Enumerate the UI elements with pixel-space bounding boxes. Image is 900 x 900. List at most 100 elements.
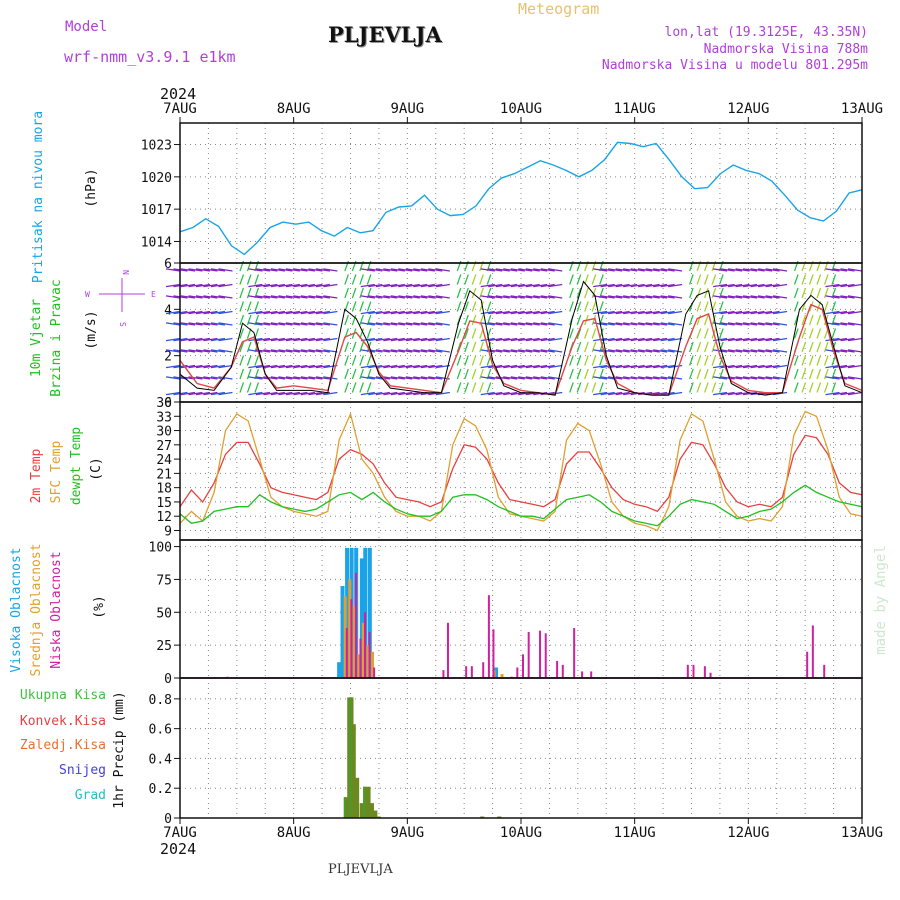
- y-tick-label: 27: [156, 439, 172, 454]
- wind-arrow: [351, 382, 357, 393]
- wind-arrow: [405, 310, 420, 315]
- wind-arrow: [315, 295, 330, 299]
- wind-arrow: [518, 349, 533, 353]
- wind-arrow: [719, 274, 724, 285]
- wind-arrow: [308, 337, 323, 342]
- wind-arrow: [689, 341, 694, 353]
- cloud-mid-bar: [352, 605, 356, 678]
- wind-arrow: [711, 287, 717, 299]
- precip-total-bar: [359, 803, 364, 818]
- wind-arrow: [808, 301, 814, 312]
- wind-arrow: [696, 301, 702, 312]
- wind-arrow: [847, 337, 863, 342]
- wind-arrow: [278, 322, 293, 326]
- wind-arrow: [293, 376, 308, 380]
- wind-arrow: [593, 268, 608, 272]
- wind-arrow: [801, 368, 807, 380]
- wind-arrow: [638, 268, 653, 272]
- wind-arrow: [704, 301, 709, 312]
- wind-arrow: [246, 355, 252, 366]
- wind-arrow: [831, 287, 837, 299]
- wind-arrow: [413, 337, 428, 342]
- wind-arrow: [735, 376, 750, 380]
- wind-arrow: [576, 355, 582, 366]
- wind-arrow: [255, 310, 271, 315]
- wind-arrow: [704, 314, 709, 326]
- y-tick-label: 1023: [141, 139, 172, 154]
- y-tick-label: 1020: [141, 171, 172, 186]
- wind-arrow: [615, 376, 630, 380]
- wind-arrow: [808, 355, 814, 366]
- wind-arrow: [591, 274, 597, 285]
- wind-arrow: [359, 274, 364, 285]
- wind-arrow: [510, 283, 525, 288]
- wind-arrow: [464, 341, 469, 353]
- wind-arrow: [727, 337, 743, 342]
- wind-arrow: [615, 337, 630, 342]
- wind-arrow: [293, 337, 308, 342]
- wind-arrow: [315, 364, 330, 369]
- wind-arrow: [696, 382, 702, 393]
- wind-arrow: [218, 268, 233, 272]
- wind-arrow: [413, 283, 428, 288]
- wind-arrow: [831, 274, 837, 285]
- wind-arrow: [323, 283, 338, 288]
- wind-arrow: [576, 382, 582, 393]
- wind-arrow: [456, 314, 462, 326]
- y-tick-label: 15: [156, 496, 172, 511]
- wind-arrow: [742, 268, 758, 272]
- wind-arrow: [638, 322, 653, 326]
- wind-arrow: [623, 295, 638, 299]
- wind-title-2: Brzina i Pravac: [49, 279, 64, 396]
- wind-arrow: [518, 322, 533, 326]
- wind-arrow: [368, 268, 383, 272]
- wind-arrow: [254, 274, 260, 285]
- wind-arrow: [719, 301, 724, 312]
- wind-arrow: [278, 337, 293, 342]
- pressure-title: Pritisak na nivou mora: [31, 111, 46, 283]
- wind-arrow: [390, 268, 405, 272]
- wind-arrow: [823, 382, 829, 393]
- wind-arrow: [599, 301, 604, 312]
- wind-arrow: [630, 268, 645, 272]
- wind-arrow: [808, 341, 814, 353]
- cloud-low-bar: [806, 651, 809, 678]
- wind-arrow: [847, 376, 863, 380]
- wind-arrow: [248, 391, 263, 396]
- wind-arrow: [576, 368, 582, 380]
- wind-arrow: [203, 337, 218, 342]
- cloud-low-bar: [354, 572, 357, 678]
- wind-arrow: [696, 328, 702, 339]
- wind-arrow: [713, 268, 728, 272]
- wind-arrow: [742, 364, 758, 369]
- wind-arrow: [246, 382, 252, 393]
- wind-arrow: [383, 295, 398, 299]
- wind-arrow: [525, 283, 540, 288]
- wind-arrow: [548, 268, 563, 272]
- wind-arrow: [823, 301, 829, 312]
- wind-arrow: [816, 328, 822, 339]
- wind-arrow: [180, 322, 196, 326]
- wind-arrow: [368, 322, 383, 326]
- y-tick-label: 12: [156, 510, 172, 525]
- top-day-label: 11AUG: [614, 101, 656, 117]
- wind-arrow: [696, 314, 702, 326]
- wind-arrow: [720, 295, 735, 299]
- wind-arrow: [165, 376, 181, 380]
- wind-arrow: [479, 341, 484, 353]
- wind-arrow: [525, 268, 540, 272]
- precip-conv-bar: [343, 797, 346, 818]
- wind-arrow: [344, 355, 349, 366]
- wind-arrow: [668, 310, 683, 315]
- wind-arrow: [816, 355, 822, 366]
- wind-arrow: [825, 364, 840, 369]
- wind-arrow: [180, 268, 196, 272]
- wind-arrow: [808, 382, 814, 393]
- wind-arrow: [383, 322, 398, 326]
- wind-arrow: [456, 328, 462, 339]
- wind-arrow: [630, 364, 645, 369]
- wind-arrow: [398, 364, 413, 369]
- wind-arrow: [195, 283, 211, 288]
- wind-arrow: [831, 382, 837, 393]
- wind-arrow: [584, 355, 589, 366]
